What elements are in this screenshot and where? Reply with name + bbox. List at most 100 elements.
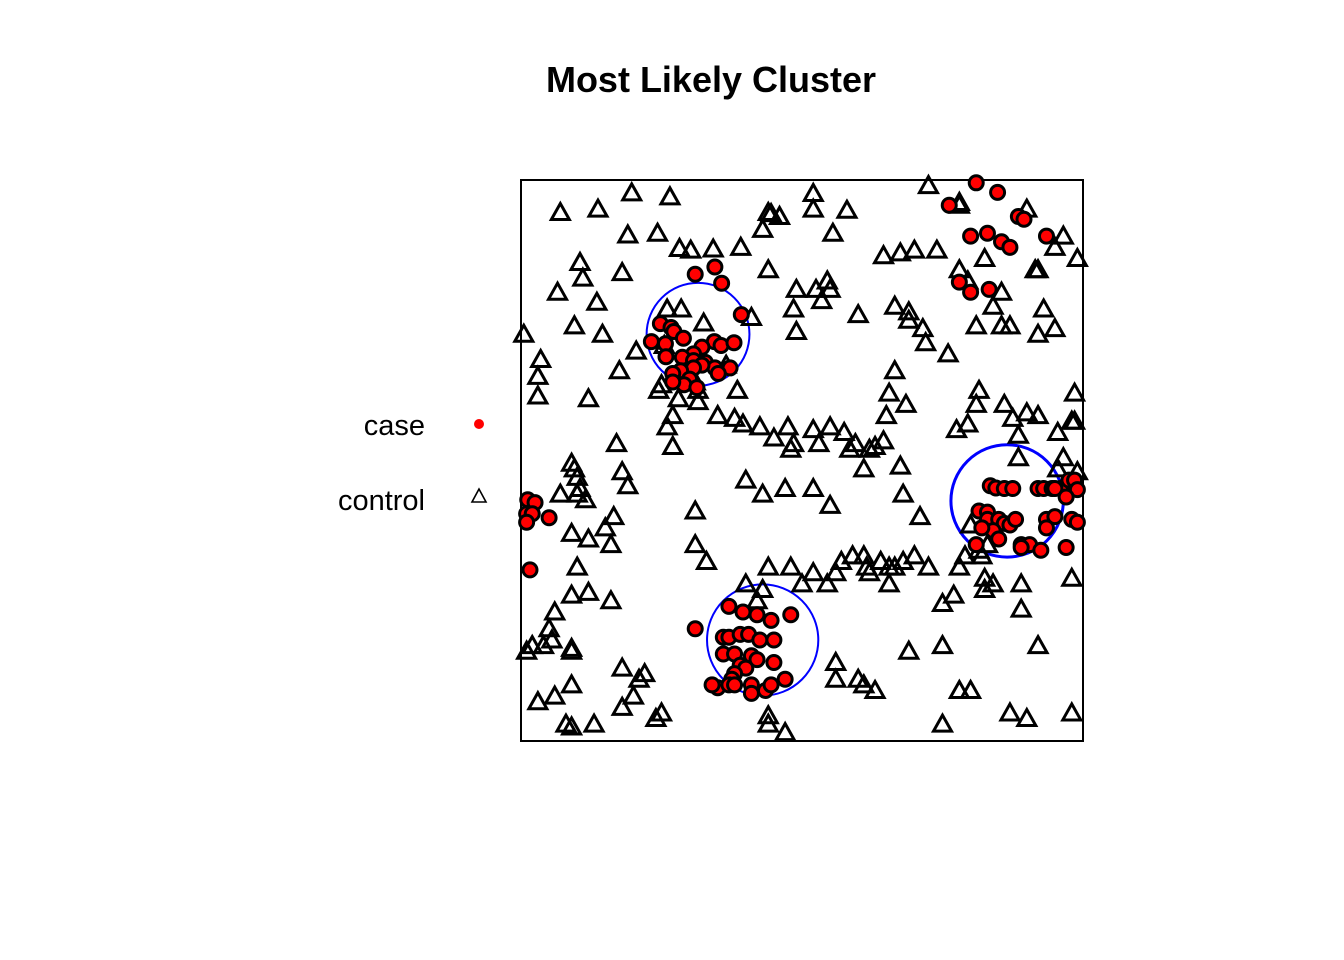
control-point [871, 243, 896, 265]
control-point [610, 260, 634, 282]
case-point [751, 631, 769, 649]
control-point [863, 678, 887, 700]
case-point [973, 519, 991, 537]
control-point [818, 493, 842, 514]
control-point [773, 720, 797, 742]
control-point [725, 378, 749, 399]
control-point [560, 521, 584, 542]
case-point [688, 379, 706, 397]
control-point [610, 695, 634, 716]
control-point [545, 280, 570, 301]
control-point [998, 700, 1022, 722]
control-point [683, 498, 707, 520]
control-point [576, 580, 601, 601]
case-point [664, 373, 682, 391]
control-point [576, 386, 601, 408]
control-point [824, 650, 848, 671]
control-point [916, 173, 941, 195]
chart-title: Most Likely Cluster [546, 59, 876, 100]
control-point [776, 414, 800, 436]
case-point [1037, 227, 1055, 245]
control-point [1006, 423, 1030, 444]
control-point [543, 599, 567, 621]
control-point [1023, 257, 1047, 279]
control-point [560, 583, 584, 604]
control-point [801, 476, 825, 498]
control-point [701, 236, 725, 258]
control-point [1026, 633, 1050, 655]
control-point [956, 411, 980, 433]
control-point [1006, 445, 1030, 467]
control-point [560, 714, 584, 736]
control-point [894, 392, 918, 413]
control-point [1009, 571, 1033, 593]
control-point [1032, 296, 1056, 318]
control-point [686, 389, 710, 411]
case-point [765, 631, 783, 649]
control-point [526, 383, 550, 405]
control-point [925, 238, 949, 259]
control-point [756, 555, 780, 576]
control-point [731, 411, 755, 433]
control-point [874, 403, 898, 425]
control-point [529, 347, 553, 369]
control-point [902, 238, 926, 259]
case-point [686, 265, 704, 283]
control-point [835, 198, 859, 219]
case-point [989, 183, 1007, 201]
control-point [658, 184, 682, 206]
control-point [1009, 597, 1033, 618]
control-point [801, 197, 825, 218]
control-point [992, 392, 1016, 413]
case-point [978, 224, 996, 242]
case-point [950, 273, 968, 291]
case-point [990, 530, 1008, 548]
control-point [821, 221, 845, 242]
control-point [655, 414, 679, 436]
case-point [1007, 510, 1025, 528]
control-point [722, 406, 747, 427]
case-point [1012, 538, 1030, 556]
control-point [779, 437, 803, 458]
control-point [762, 426, 786, 447]
case-point [748, 606, 766, 624]
control-point [838, 437, 862, 458]
control-point [877, 381, 901, 402]
control-point [607, 358, 631, 380]
control-point [832, 420, 856, 441]
case-point [720, 597, 738, 615]
case-point [1057, 538, 1075, 556]
control-point [959, 678, 983, 700]
control-point [602, 504, 626, 526]
control-point [692, 310, 716, 332]
case-point [1046, 480, 1064, 498]
control-point [863, 434, 887, 455]
control-point [590, 322, 615, 343]
control-point [883, 358, 907, 380]
control-point [582, 712, 606, 733]
control-point [560, 639, 584, 660]
control-point [1043, 316, 1067, 338]
control-point [543, 684, 567, 705]
control-point [745, 588, 769, 610]
legend-label-case: case [364, 410, 425, 442]
control-point [694, 549, 719, 570]
control-point [706, 403, 730, 425]
control-point [883, 555, 907, 576]
case-point [967, 174, 985, 192]
control-point [1001, 406, 1025, 427]
control-point [667, 236, 692, 257]
legend-control-marker [470, 487, 488, 503]
control-point [773, 476, 797, 498]
case-point [1037, 519, 1055, 537]
control-point [852, 672, 876, 694]
control-point [998, 313, 1022, 335]
case-point [1032, 541, 1050, 559]
control-point [947, 678, 971, 700]
case-point [1015, 210, 1033, 228]
control-point [734, 468, 758, 489]
control-point [815, 571, 839, 593]
control-point [964, 392, 988, 413]
control-point [871, 428, 896, 450]
